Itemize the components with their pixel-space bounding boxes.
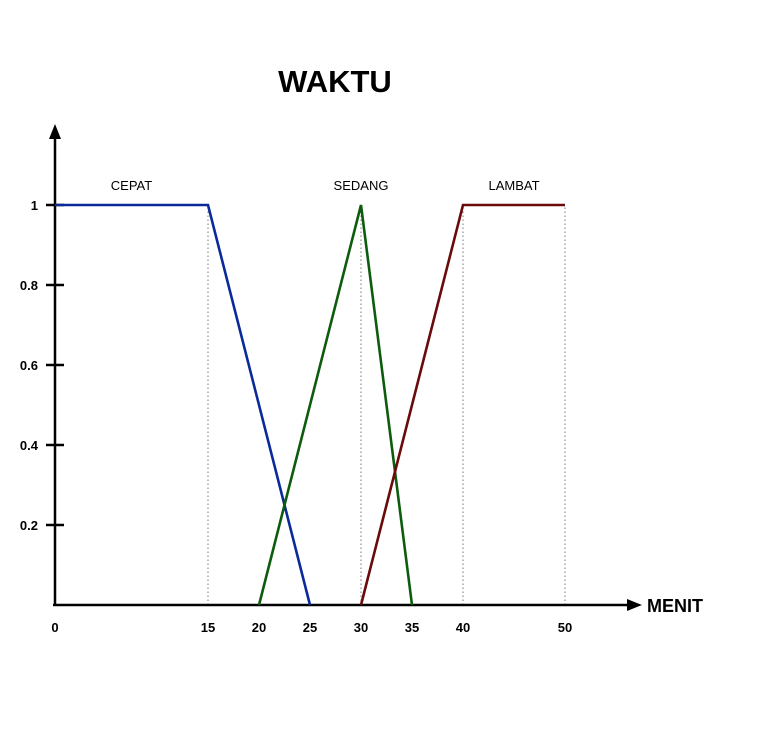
x-tick-label-35: 35 [405,620,419,635]
series-labels: CEPAT SEDANG LAMBAT [111,178,540,193]
x-axis-label: MENIT [647,596,703,616]
series-label-sedang: SEDANG [334,178,389,193]
series-line-sedang [257,204,414,606]
axes: MENIT [49,124,703,616]
y-tick-label-1: 1 [31,198,38,213]
x-tick-label-50: 50 [558,620,572,635]
x-tick-label-40: 40 [456,620,470,635]
y-tick-label-0-6: 0.6 [20,358,38,373]
series-lines [55,203,565,606]
y-tick-label-0-4: 0.4 [20,438,39,453]
series-label-lambat: LAMBAT [488,178,539,193]
x-ticks: 0 15 20 25 30 35 40 50 [51,620,572,635]
y-tick-label-0-8: 0.8 [20,278,38,293]
y-tick-label-0-2: 0.2 [20,518,38,533]
series-label-cepat: CEPAT [111,178,152,193]
y-ticks: 0.2 0.4 0.6 0.8 1 [20,198,64,533]
y-axis-arrowhead [49,124,61,139]
x-tick-label-20: 20 [252,620,266,635]
x-tick-label-25: 25 [303,620,317,635]
x-axis-arrowhead [627,599,642,611]
x-tick-label-30: 30 [354,620,368,635]
guide-lines [207,205,566,605]
x-tick-label-15: 15 [201,620,215,635]
chart-title: WAKTU [278,64,392,99]
x-tick-label-0: 0 [51,620,58,635]
series-line-cepat [55,203,312,606]
series-line-lambat [359,203,565,606]
